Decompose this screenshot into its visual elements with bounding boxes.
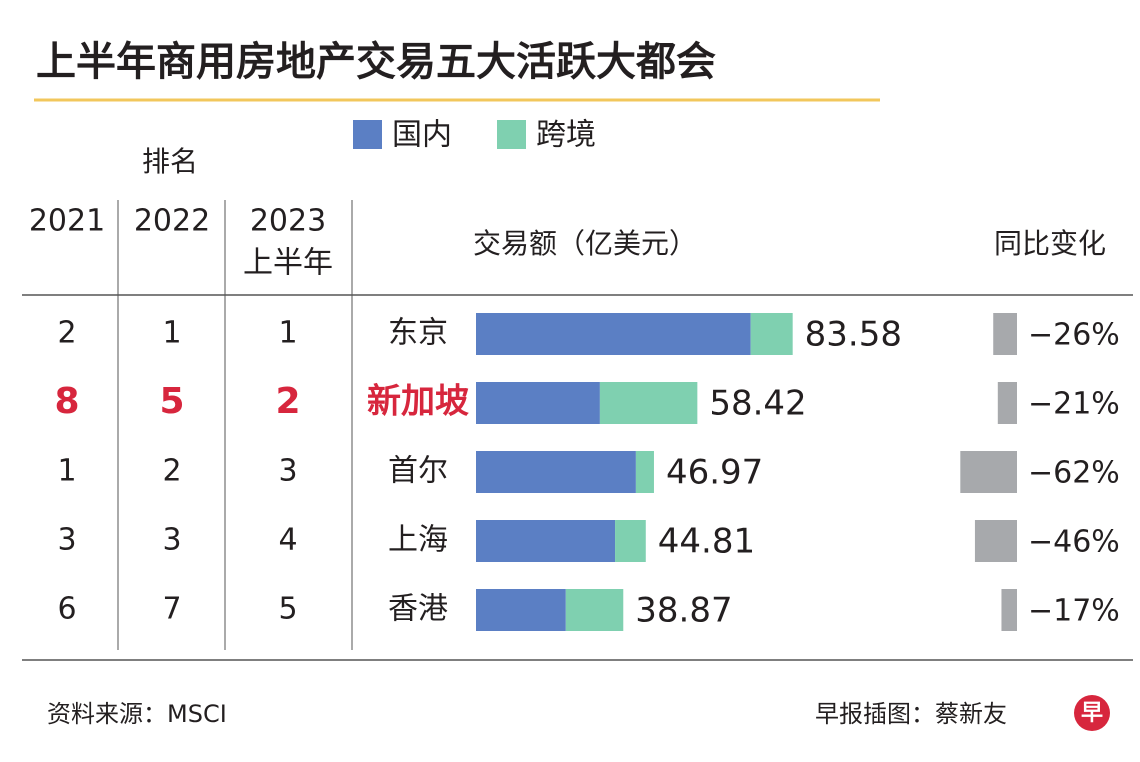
legend-label: 国内 [392,118,452,153]
bar-segment [635,451,654,493]
bar-segment [750,313,793,355]
category-label: 上海 [388,523,448,558]
bar-segment [599,382,698,424]
credit: 早报插图：蔡新友 [815,700,1007,728]
change-bar [974,520,1017,562]
rank: 5 [159,381,184,422]
bar-segment [565,589,624,631]
rank: 6 [57,592,76,627]
rank-header: 排名 [142,145,198,178]
bar-segment [476,313,751,355]
rank: 2 [162,454,181,489]
change-label: −46% [1028,525,1120,560]
legend-swatch [353,120,382,149]
rank: 1 [162,316,181,351]
change-bar [1001,589,1017,631]
rank: 1 [278,316,297,351]
rank-column-header: 2021 [29,204,105,239]
rank: 8 [54,381,79,422]
change-bar [997,382,1017,424]
rank: 2 [57,316,76,351]
rank: 4 [278,523,297,558]
total-label: 83.58 [805,315,902,355]
change-label: −17% [1028,594,1120,629]
source: 资料来源：MSCI [47,700,227,728]
change-label: −26% [1028,318,1120,353]
value-header: 交易额（亿美元） [473,227,697,260]
category-label: 首尔 [388,454,448,489]
change-label: −62% [1028,456,1120,491]
rank-column-header: 2022 [134,204,210,239]
change-header: 同比变化 [994,227,1106,260]
logo-badge [1074,695,1110,731]
bar-segment [615,520,646,562]
legend-label: 跨境 [536,118,596,153]
change-bar [960,451,1017,493]
rank-column-header: 2023 [250,204,326,239]
rank: 3 [162,523,181,558]
category-label: 东京 [388,316,448,351]
bar-segment [476,451,636,493]
total-label: 58.42 [709,384,806,424]
change-label: −21% [1028,387,1120,422]
total-label: 44.81 [658,522,755,562]
rank: 2 [275,381,300,422]
logo: 早 [1081,701,1103,726]
category-label: 香港 [388,592,448,627]
rank: 1 [57,454,76,489]
category-label: 新加坡 [367,382,469,422]
rank-column-header: 上半年 [243,246,333,281]
bar-segment [476,382,600,424]
total-label: 38.87 [635,591,732,631]
chart-title: 上半年商用房地产交易五大活跃大都会 [36,39,716,85]
total-label: 46.97 [666,453,763,493]
legend-swatch [497,120,526,149]
bar-segment [476,589,566,631]
rank: 5 [278,592,297,627]
bar-segment [476,520,616,562]
change-bar [993,313,1017,355]
rank: 3 [278,454,297,489]
rank: 7 [162,592,181,627]
rank: 3 [57,523,76,558]
